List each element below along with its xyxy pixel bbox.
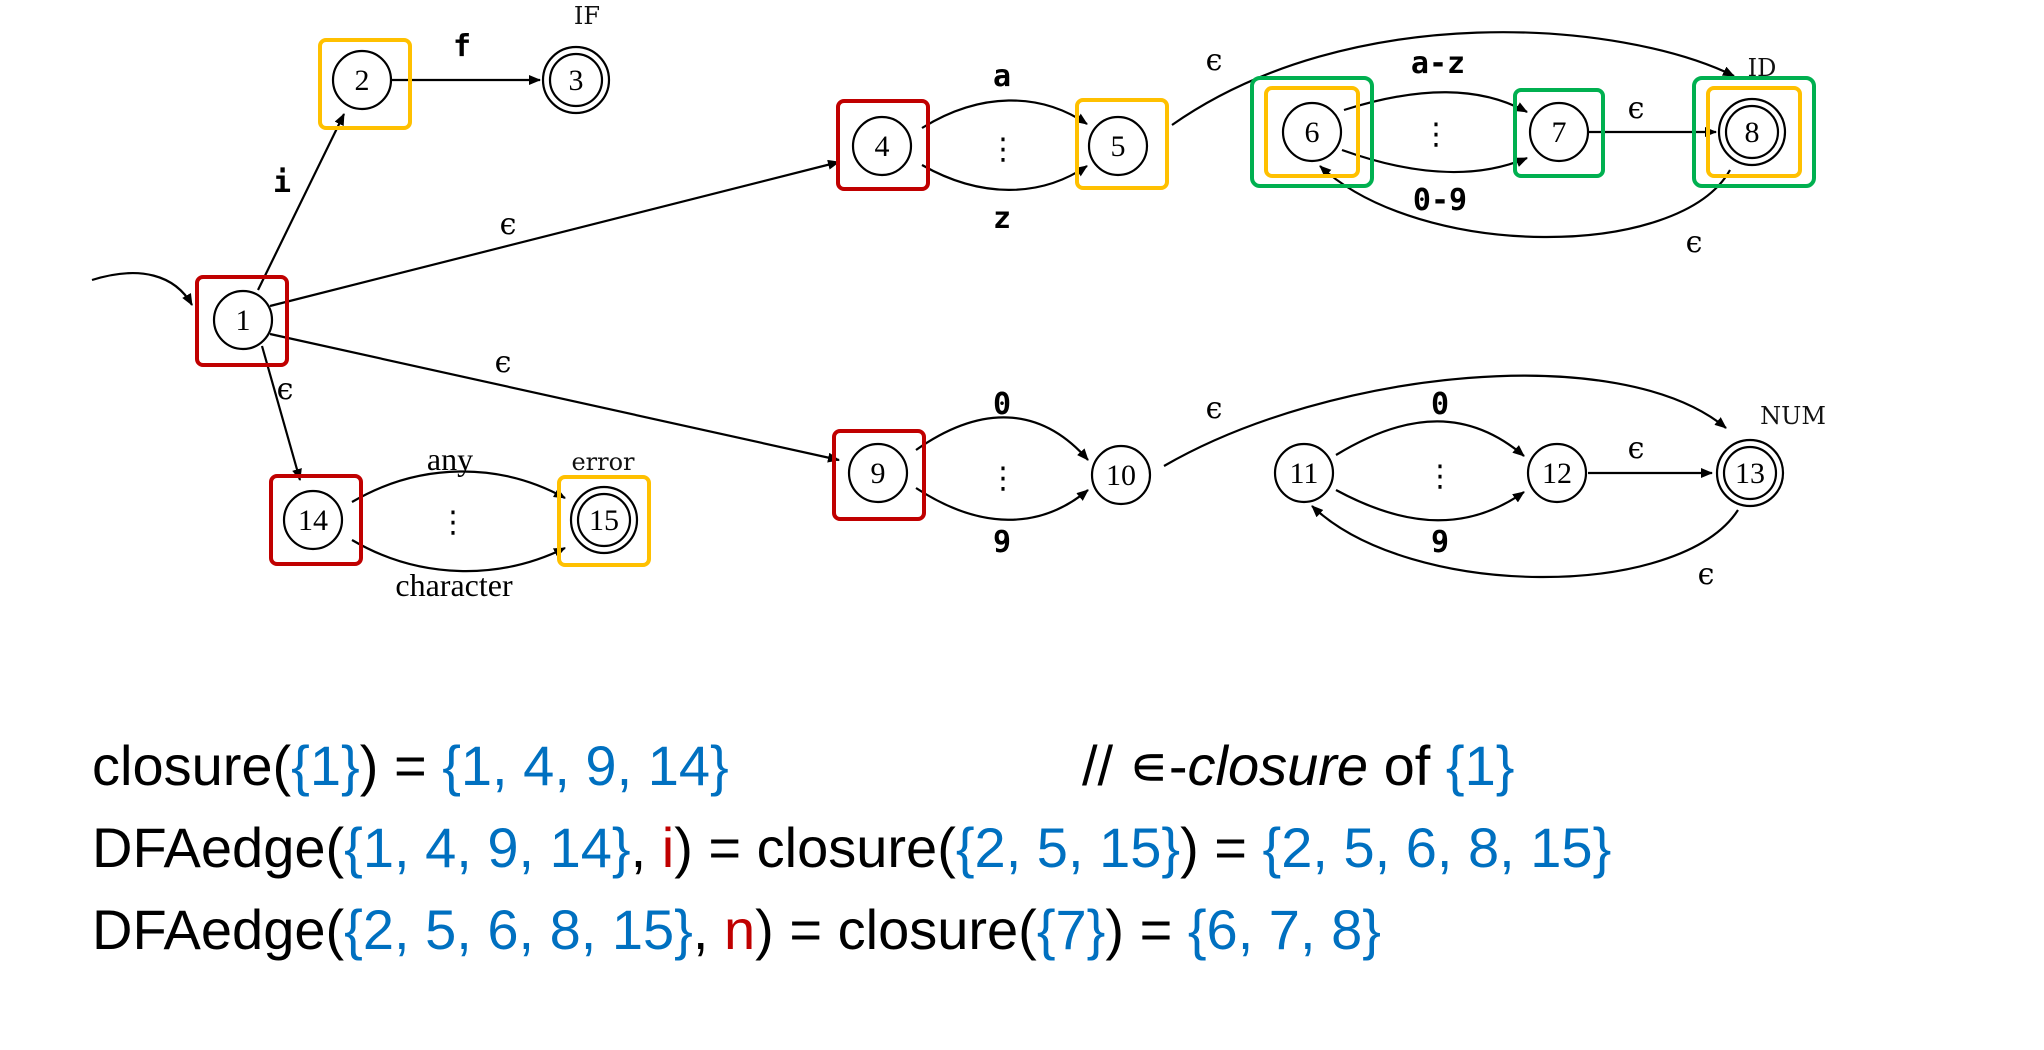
edge-1-2	[257, 113, 345, 291]
highlight-orange-6	[1264, 86, 1360, 178]
svg-text:15: 15	[589, 504, 619, 537]
label-4-5-top: a	[993, 59, 1011, 94]
state-5: 5	[1087, 115, 1149, 177]
state-13: 13	[1715, 438, 1785, 508]
edge-13-11	[1311, 505, 1739, 579]
highlight-orange-15	[557, 475, 651, 567]
label-4-5-bottom: z	[993, 201, 1011, 236]
svg-text:1: 1	[236, 304, 251, 337]
svg-text:7: 7	[1552, 116, 1567, 149]
state-11: 11	[1273, 442, 1335, 504]
highlight-green-6	[1250, 76, 1374, 188]
highlight-orange-5	[1075, 98, 1169, 190]
state-7: 7	[1528, 101, 1590, 163]
label-1-9: ϵ	[495, 345, 512, 380]
state-12: 12	[1526, 442, 1588, 504]
svg-text:14: 14	[298, 504, 328, 537]
closure-line: closure({1}) = {1, 4, 9, 14} // ∊-closur…	[92, 725, 2032, 807]
highlight-green-8	[1692, 76, 1816, 188]
token-num: NUM	[1760, 402, 1826, 430]
dots-9-10: ⋮	[988, 461, 1018, 496]
dots-4-5: ⋮	[988, 132, 1018, 167]
closure-comment: // ∊-closure of {1}	[1082, 734, 1515, 797]
highlight-orange-8	[1706, 86, 1802, 178]
svg-text:5: 5	[1111, 130, 1126, 163]
svg-text:8: 8	[1745, 116, 1760, 149]
edge-6-7-bottom	[1341, 148, 1528, 174]
state-10: 10	[1090, 444, 1152, 506]
label-9-10-bottom: 9	[993, 525, 1011, 560]
highlight-green-7	[1513, 88, 1605, 178]
label-8-6: ϵ	[1686, 225, 1703, 260]
state-9: 9	[847, 442, 909, 504]
label-11-12-bottom: 9	[1431, 525, 1449, 560]
nfa-diagram: 1 2 3 4 5 6 7 8 9 10 11 12 13 14 15 IF I…	[91, 2, 1826, 603]
state-6: 6	[1281, 101, 1343, 163]
svg-text:3: 3	[569, 64, 584, 97]
edge-9-10-bottom	[915, 487, 1089, 521]
highlights	[195, 38, 1816, 567]
state-14: 14	[282, 489, 344, 551]
dfaedge-line-n: DFAedge({2, 5, 6, 8, 15}, n) = closure({…	[92, 898, 1381, 961]
edge-8-6	[1319, 165, 1731, 239]
highlight-red-14	[269, 474, 363, 566]
closure-computations: closure({1}) = {1, 4, 9, 14} // ∊-closur…	[92, 725, 2032, 971]
edge-11-12-bottom	[1335, 489, 1525, 522]
state-3: 3	[541, 45, 611, 115]
edge-4-5-top	[921, 99, 1088, 129]
token-if: IF	[574, 2, 600, 30]
label-14-15-bottom: character	[395, 567, 513, 603]
svg-text:9: 9	[871, 457, 886, 490]
label-11-12-top: 0	[1431, 387, 1449, 422]
dots-6-7: ⋮	[1421, 117, 1451, 152]
token-error: error	[571, 448, 635, 476]
edge-11-12-top	[1335, 420, 1525, 457]
label-14-15-top: any	[427, 441, 473, 477]
svg-text:2: 2	[355, 64, 370, 97]
svg-text:10: 10	[1106, 459, 1136, 492]
edge-1-14	[260, 345, 302, 481]
edge-4-5-bottom	[921, 164, 1088, 191]
highlight-red-9	[832, 429, 926, 521]
label-10-13: ϵ	[1206, 391, 1223, 426]
dots-11-12: ⋮	[1425, 459, 1455, 494]
svg-text:4: 4	[875, 130, 890, 163]
label-12-13: ϵ	[1628, 431, 1645, 466]
label-7-8: ϵ	[1628, 91, 1645, 126]
label-9-10-top: 0	[993, 387, 1011, 422]
state-2: 2	[331, 49, 393, 111]
highlight-red-4	[836, 99, 930, 191]
label-1-2: i	[273, 165, 291, 200]
dfaedge-line-i: DFAedge({1, 4, 9, 14}, i) = closure({2, …	[92, 816, 1612, 879]
dots-14-15: ⋮	[438, 505, 468, 540]
svg-text:12: 12	[1542, 457, 1572, 490]
svg-text:11: 11	[1290, 457, 1319, 490]
svg-text:13: 13	[1735, 457, 1765, 490]
label-1-4: ϵ	[500, 207, 517, 242]
edge-10-13	[1163, 374, 1727, 467]
edge-14-15-top	[351, 470, 566, 503]
label-1-14: ϵ	[277, 372, 294, 407]
start-arrow	[91, 272, 193, 306]
label-13-11: ϵ	[1698, 557, 1715, 592]
svg-text:6: 6	[1305, 116, 1320, 149]
edge-1-9	[269, 332, 840, 463]
label-2-3: f	[453, 29, 471, 64]
highlight-orange-2	[318, 38, 412, 130]
highlight-red-1	[195, 275, 289, 367]
edge-1-4	[269, 159, 840, 308]
edge-14-15-bottom	[351, 539, 566, 573]
state-15: 15	[569, 485, 639, 555]
state-4: 4	[851, 115, 913, 177]
state-1: 1	[212, 289, 274, 351]
label-6-7-top: a-z	[1411, 46, 1465, 81]
state-8: 8	[1717, 97, 1787, 167]
label-5-8: ϵ	[1206, 43, 1223, 78]
label-6-7-bottom: 0-9	[1413, 183, 1467, 218]
edge-9-10-top	[915, 416, 1089, 461]
